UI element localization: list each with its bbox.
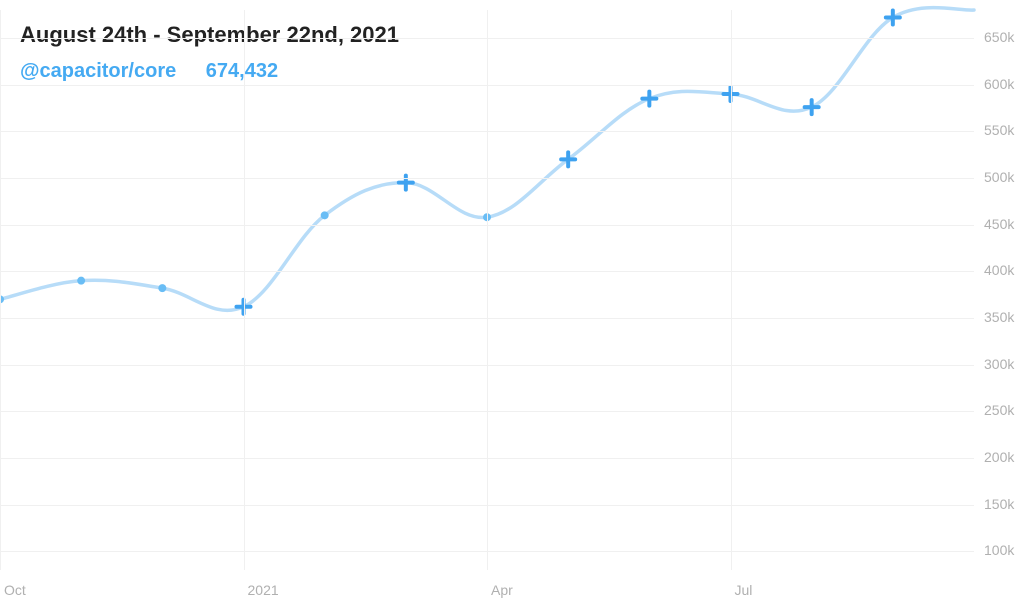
gridline-v [731, 10, 732, 570]
gridline-v [244, 10, 245, 570]
x-axis-label: 2021 [248, 582, 279, 598]
y-axis-label: 300k [984, 356, 1014, 372]
x-axis-label: Jul [735, 582, 753, 598]
x-axis-label: Oct [4, 582, 26, 598]
gridline-v [0, 10, 1, 570]
y-axis-label: 400k [984, 262, 1014, 278]
y-axis-label: 450k [984, 216, 1014, 232]
y-axis-label: 250k [984, 402, 1014, 418]
line-svg [0, 0, 1024, 611]
x-axis-label: Apr [491, 582, 513, 598]
marker-dot [158, 284, 166, 292]
y-axis-label: 350k [984, 309, 1014, 325]
y-axis-label: 550k [984, 122, 1014, 138]
y-axis-label: 150k [984, 496, 1014, 512]
y-axis-label: 200k [984, 449, 1014, 465]
marker-dot [77, 277, 85, 285]
plot-area: 100k 150k 200k 250k 300k 350k 400k 450k 500k 550k… [0, 0, 1024, 611]
marker-plus [642, 92, 656, 106]
y-axis-label: 600k [984, 76, 1014, 92]
marker-plus [805, 100, 819, 114]
gridline-v [487, 10, 488, 570]
y-axis-label: 650k [984, 29, 1014, 45]
y-axis-label: 500k [984, 169, 1014, 185]
chart-container: August 24th - September 22nd, 2021 @capa… [0, 0, 1024, 611]
marker-dot [321, 211, 329, 219]
y-axis-label: 100k [984, 542, 1014, 558]
